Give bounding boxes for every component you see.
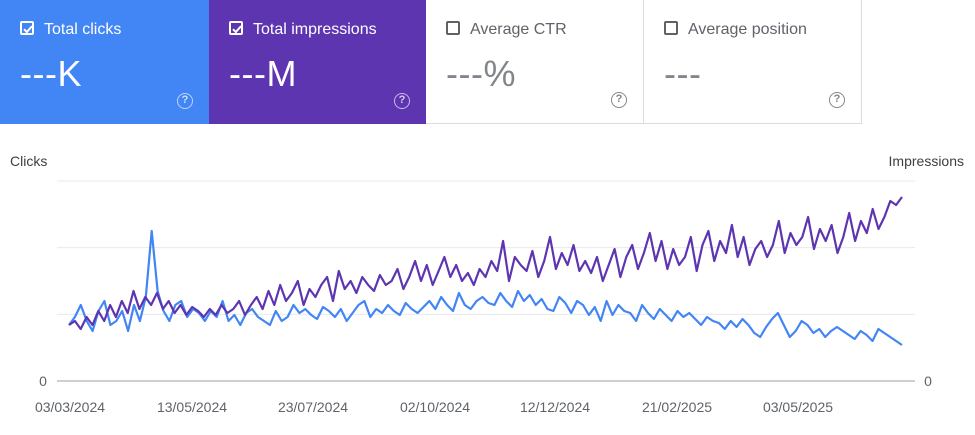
right-y-tick-label: 0 xyxy=(924,373,932,389)
total-impressions-card[interactable]: Total impressions ---M ? xyxy=(209,0,426,124)
x-tick-label: 23/07/2024 xyxy=(278,399,348,415)
help-icon[interactable]: ? xyxy=(611,92,627,108)
total-clicks-value: ---K xyxy=(20,53,82,94)
gridlines xyxy=(57,180,915,382)
help-icon[interactable]: ? xyxy=(177,93,193,109)
impressions-series-line xyxy=(68,196,903,331)
average-ctr-checkbox[interactable] xyxy=(446,21,460,35)
clicks-series-line xyxy=(68,229,903,346)
metric-cards: Total clicks ---K ? Total impressions --… xyxy=(0,0,862,124)
x-tick-label: 03/05/2025 xyxy=(763,399,833,415)
average-ctr-card[interactable]: Average CTR ---% ? xyxy=(426,0,644,124)
checkmark-icon xyxy=(23,25,33,34)
checkmark-icon xyxy=(232,25,242,34)
average-position-value: --- xyxy=(664,53,702,94)
x-tick-label: 21/02/2025 xyxy=(642,399,712,415)
total-clicks-card[interactable]: Total clicks ---K ? xyxy=(0,0,209,124)
average-position-label: Average position xyxy=(688,21,807,38)
average-position-checkbox[interactable] xyxy=(664,21,678,35)
help-icon[interactable]: ? xyxy=(394,93,410,109)
total-clicks-checkbox[interactable] xyxy=(20,21,34,35)
total-impressions-checkbox[interactable] xyxy=(229,21,243,35)
x-tick-label: 02/10/2024 xyxy=(400,399,470,415)
left-axis-title: Clicks xyxy=(10,153,48,169)
total-impressions-value: ---M xyxy=(229,53,297,94)
average-ctr-label: Average CTR xyxy=(470,21,567,38)
x-axis-ticks: 03/03/2024 13/05/2024 23/07/2024 02/10/2024… xyxy=(35,399,833,415)
help-icon[interactable]: ? xyxy=(829,92,845,108)
average-position-card[interactable]: Average position --- ? xyxy=(644,0,862,124)
performance-chart[interactable]: 03/03/2024 13/05/2024 23/07/2024 02/10/2024… xyxy=(0,170,975,435)
total-clicks-label: Total clicks xyxy=(44,21,122,38)
total-impressions-label: Total impressions xyxy=(253,21,377,38)
left-y-tick-label: 0 xyxy=(39,373,47,389)
x-tick-label: 12/12/2024 xyxy=(520,399,590,415)
x-tick-label: 03/03/2024 xyxy=(35,399,105,415)
x-tick-label: 13/05/2024 xyxy=(157,399,227,415)
series-lines xyxy=(68,196,903,346)
average-ctr-value: ---% xyxy=(446,53,516,94)
right-axis-title: Impressions xyxy=(888,153,964,169)
